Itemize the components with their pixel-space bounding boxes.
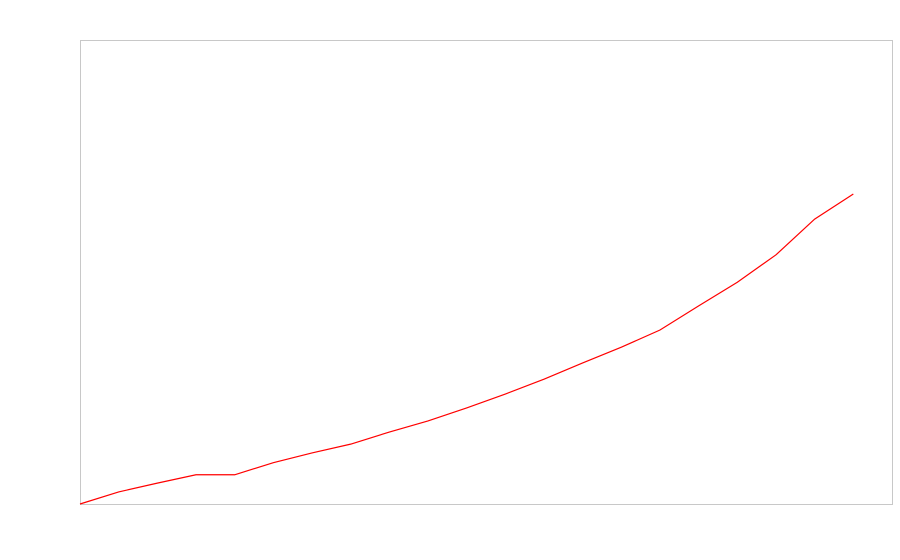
data-line [79,193,854,505]
plot-frame [80,40,893,505]
